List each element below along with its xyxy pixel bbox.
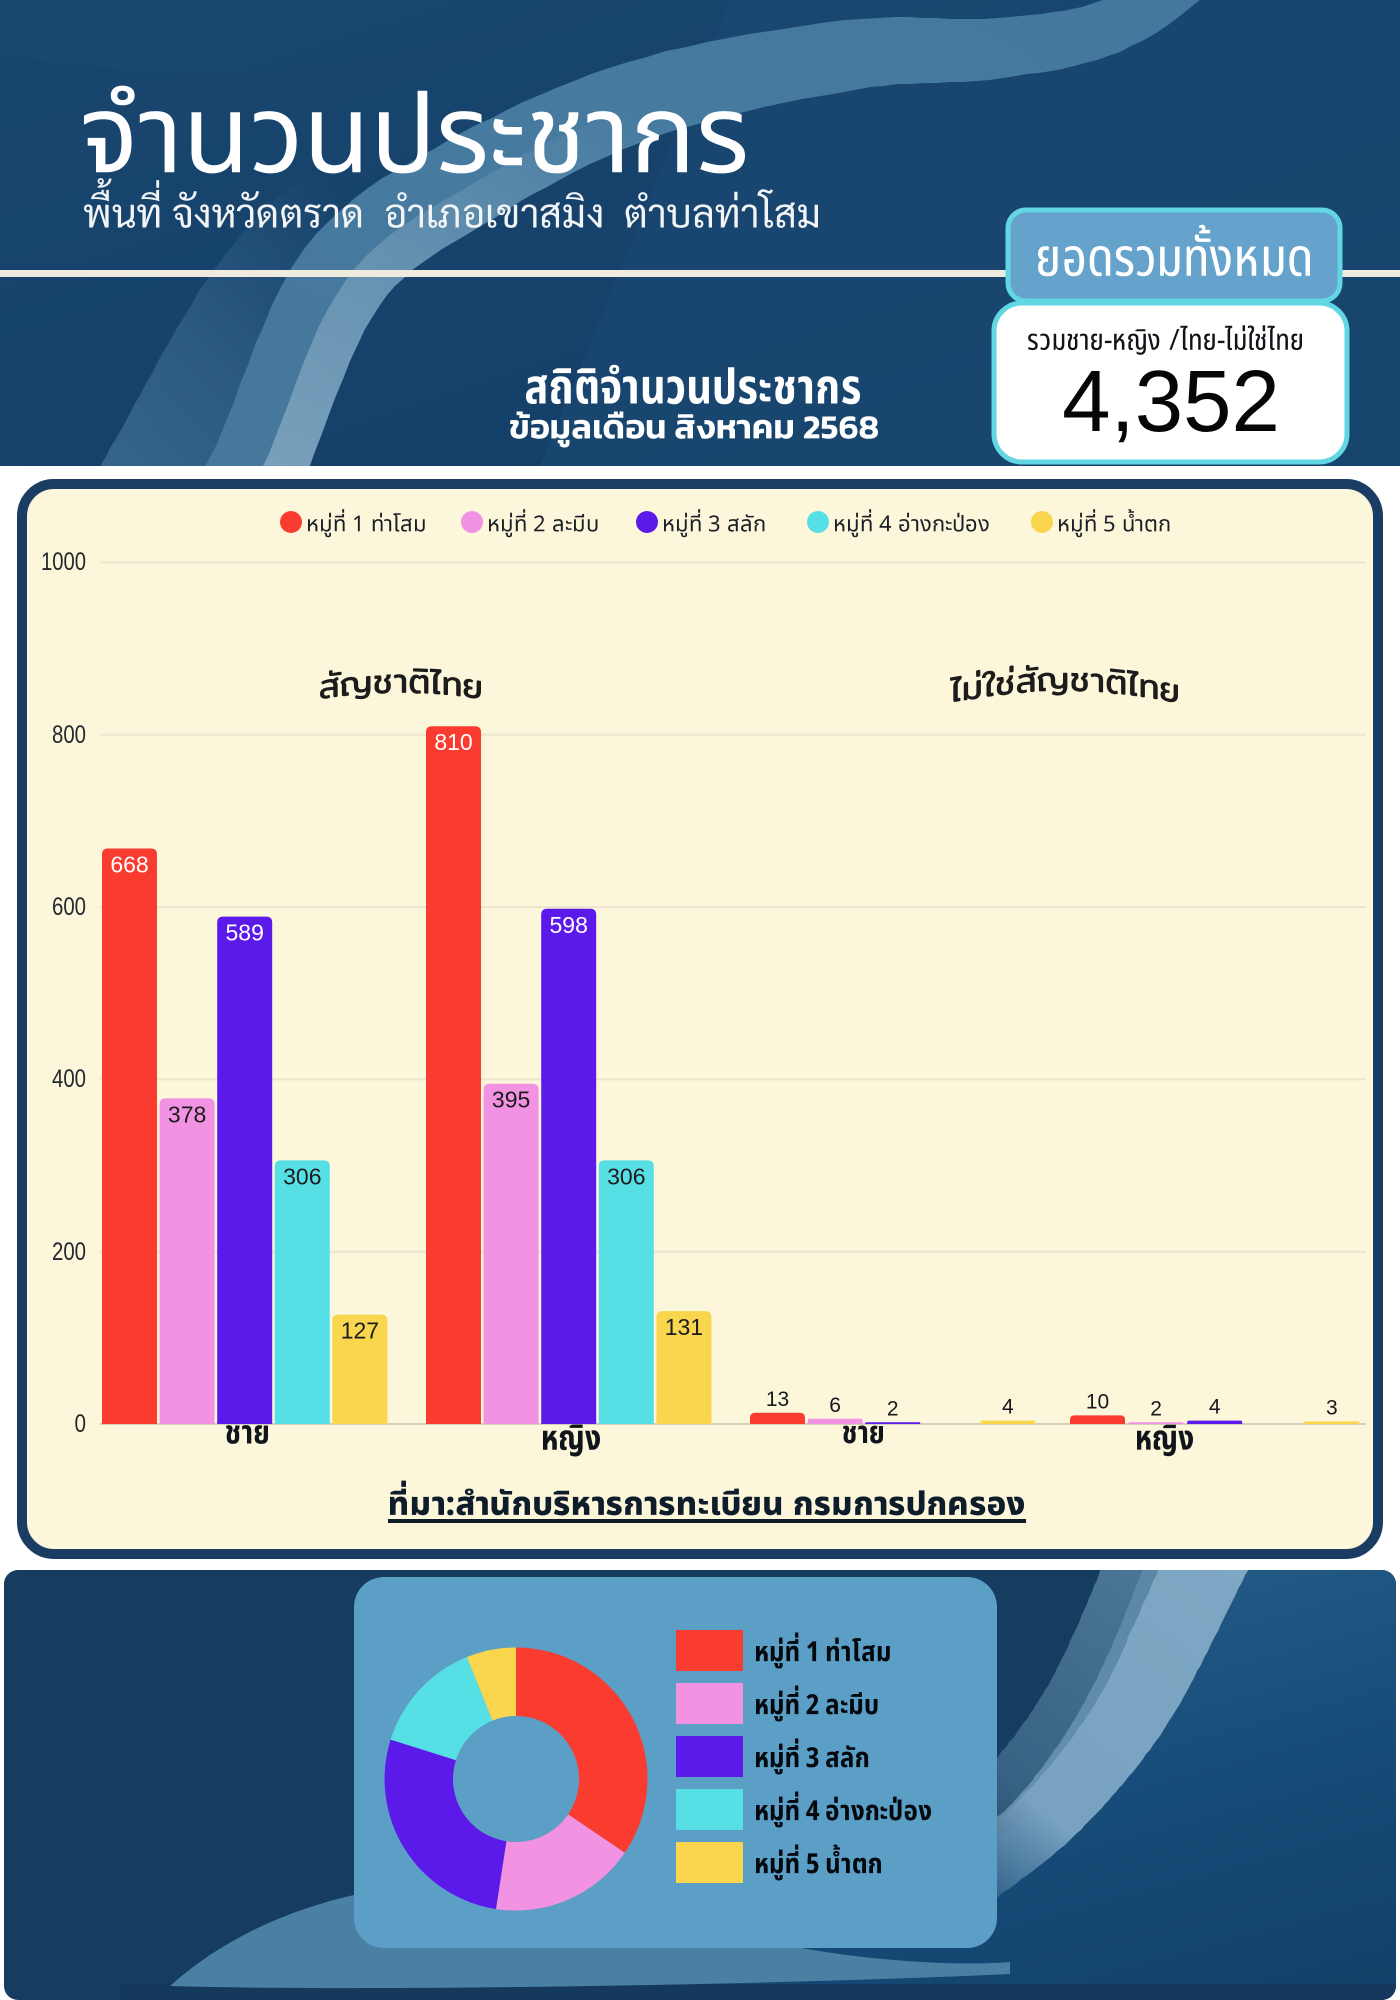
svg-text:810: 810 bbox=[434, 729, 472, 755]
svg-text:4: 4 bbox=[1002, 1396, 1014, 1419]
svg-text:598: 598 bbox=[550, 912, 588, 938]
svg-text:200: 200 bbox=[52, 1238, 86, 1266]
svg-text:13: 13 bbox=[766, 1388, 789, 1411]
svg-text:306: 306 bbox=[283, 1163, 321, 1189]
svg-text:1000: 1000 bbox=[41, 548, 86, 576]
svg-text:800: 800 bbox=[52, 721, 86, 749]
svg-text:306: 306 bbox=[607, 1163, 645, 1189]
svg-text:589: 589 bbox=[226, 920, 264, 946]
svg-text:395: 395 bbox=[492, 1087, 530, 1113]
svg-text:131: 131 bbox=[665, 1314, 703, 1340]
svg-text:378: 378 bbox=[168, 1101, 206, 1127]
svg-text:3: 3 bbox=[1326, 1396, 1338, 1419]
svg-text:668: 668 bbox=[110, 852, 148, 878]
svg-text:400: 400 bbox=[52, 1065, 86, 1093]
svg-text:4: 4 bbox=[1209, 1396, 1221, 1419]
svg-text:10: 10 bbox=[1086, 1390, 1109, 1413]
svg-text:6: 6 bbox=[829, 1394, 841, 1417]
svg-text:600: 600 bbox=[52, 893, 86, 921]
svg-text:0: 0 bbox=[75, 1410, 87, 1438]
svg-text:4,352: 4,352 bbox=[1062, 353, 1280, 450]
svg-text:127: 127 bbox=[341, 1318, 379, 1344]
svg-text:2: 2 bbox=[887, 1397, 899, 1420]
svg-text:2: 2 bbox=[1150, 1397, 1162, 1420]
